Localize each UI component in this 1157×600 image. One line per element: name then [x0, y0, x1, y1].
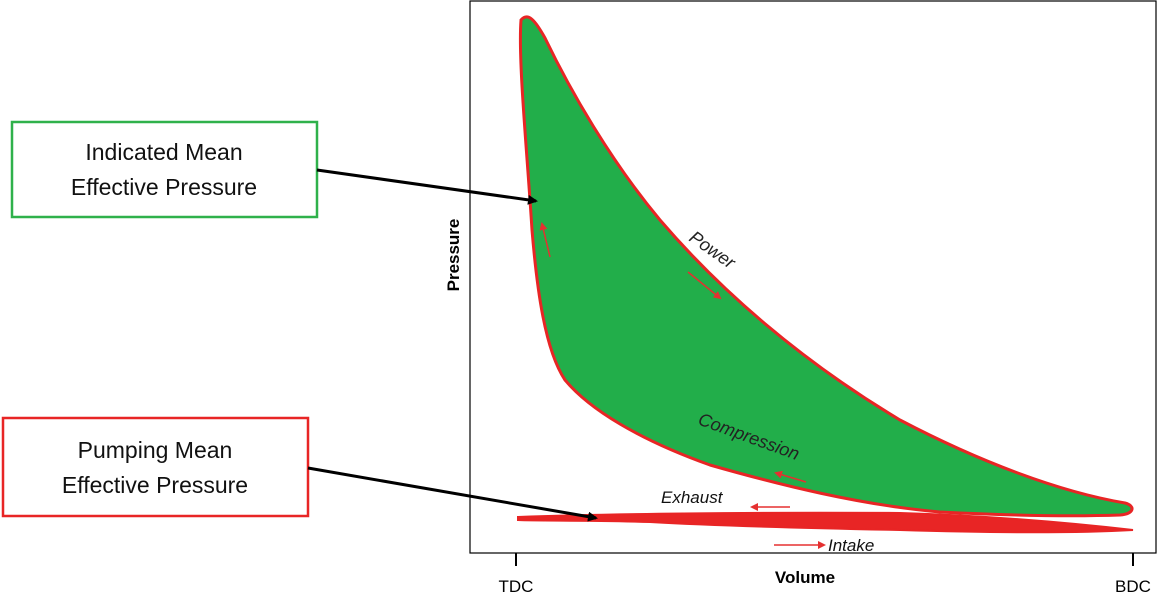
direction-arrow [687, 271, 722, 300]
direction-arrow [539, 222, 551, 258]
work-loop [518, 15, 1134, 518]
x-axis-label: Volume [775, 568, 835, 587]
x-tick-label: TDC [499, 577, 534, 596]
pumping-loop [517, 511, 1134, 534]
callout-box [1, 416, 310, 518]
callout-text: Effective Pressure [71, 174, 257, 200]
callout-text: Effective Pressure [62, 472, 248, 498]
stroke-label: Exhaust [661, 488, 724, 507]
y-axis-label: Pressure [444, 219, 463, 292]
direction-arrow [774, 470, 807, 483]
callout-text: Indicated Mean [85, 139, 242, 165]
callout-text: Pumping Mean [78, 437, 233, 463]
plot-frame [469, 0, 1157, 554]
stroke-label: Intake [828, 536, 874, 555]
callout-arrow [316, 168, 538, 205]
callout-box [10, 120, 319, 219]
callout-arrow [307, 466, 598, 522]
x-tick-label: BDC [1115, 577, 1151, 596]
